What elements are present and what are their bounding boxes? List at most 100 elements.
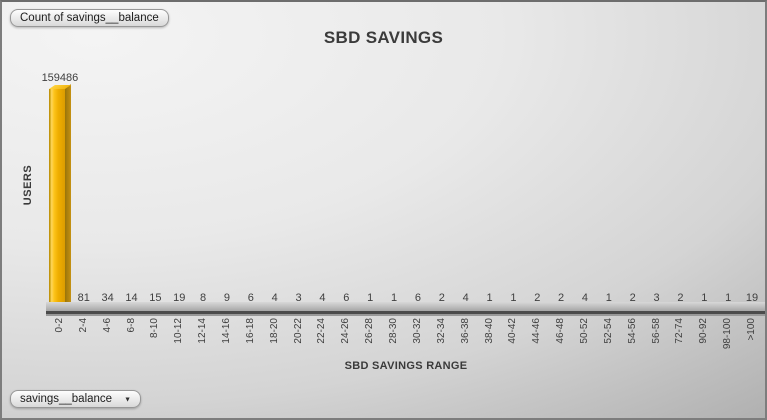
bar-column: 4 [573, 62, 597, 309]
bar-column: 15 [143, 62, 167, 309]
x-tick-label: 0-2 [53, 318, 65, 333]
x-tick-label: 18-20 [268, 318, 280, 344]
x-tick-label: 46-48 [555, 318, 567, 344]
x-tick-label: 20-22 [292, 318, 304, 344]
x-tick-label: 10-12 [173, 318, 185, 344]
x-tick-label: 14-16 [221, 318, 232, 344]
bar[interactable] [48, 83, 72, 309]
x-axis-line [46, 311, 765, 314]
bar-column: 4 [311, 62, 335, 309]
bar-side-face [64, 84, 71, 309]
x-tick-label: 90-92 [698, 318, 710, 344]
pivot-value-field-button[interactable]: Count of savings__balance [10, 9, 169, 27]
x-tick-label: 16-18 [244, 318, 256, 344]
data-label: 6 [343, 292, 350, 304]
bar-front-face [48, 89, 65, 309]
bar-column: 6 [334, 62, 358, 309]
x-tick-label: 54-56 [626, 318, 638, 344]
data-label: 6 [247, 292, 254, 304]
x-tick-label: 56-58 [650, 318, 662, 344]
data-label: 2 [558, 292, 565, 304]
axis-field-button[interactable]: savings__balance ▼ [10, 390, 142, 408]
x-tick-label: 6-8 [125, 318, 137, 333]
bar-column: 1 [358, 62, 382, 309]
data-label: 1 [486, 292, 493, 304]
data-label: 1 [510, 292, 517, 304]
x-tick-label: 4-6 [101, 318, 113, 333]
x-tick-label: 24-26 [340, 318, 352, 344]
data-label: 1 [367, 292, 374, 304]
bar-column: 1 [597, 62, 621, 309]
data-label: 2 [629, 292, 636, 304]
x-tick-label: 8-10 [149, 318, 161, 339]
x-tick-label: 26-28 [364, 318, 376, 344]
bar-column: 4 [263, 62, 287, 309]
bar-column: 1 [501, 62, 525, 309]
data-label: 4 [271, 292, 278, 304]
x-tick-label: 44-46 [531, 318, 543, 344]
x-tick-label: >100 [746, 318, 758, 341]
bar-column: 34 [96, 62, 120, 309]
x-tick-label: 72-74 [674, 318, 686, 344]
data-label: 2 [534, 292, 541, 304]
data-label: 2 [677, 292, 684, 304]
data-label: 6 [414, 292, 421, 304]
data-label: 19 [745, 291, 759, 304]
bar-column: 1 [692, 62, 716, 309]
dropdown-arrow-icon: ▼ [124, 396, 132, 403]
data-label: 19 [173, 291, 186, 304]
data-label: 9 [223, 292, 231, 304]
x-tick-label: 22-24 [316, 318, 328, 344]
bar-column: 9 [215, 62, 239, 309]
data-label: 159486 [41, 72, 79, 84]
data-label: 1 [605, 292, 612, 304]
x-axis-tick-labels: 0-2 2-4 4-6 6-8 8-10 10-12 12-14 14-16 16-18 18-2… [48, 318, 764, 364]
bar-column: 2 [430, 62, 454, 309]
bar-column: 2 [549, 62, 573, 309]
bar-column: 19 [740, 62, 764, 309]
data-label: 14 [125, 291, 138, 304]
bar-column: 81 [72, 62, 96, 309]
bar-column: 1 [382, 62, 406, 309]
x-tick-label: 30-32 [411, 318, 423, 344]
plot-area: 159486 81 34 14 15 19 8 9 6 4 3 4 6 1 1 6 2 4 1 1 2 2 4 1 2 3 2 1 1 1… [42, 62, 764, 309]
bar-column: 14 [120, 62, 144, 309]
x-tick-label: 38-40 [483, 318, 495, 344]
data-label: 1 [725, 292, 732, 304]
bar-column: 3 [645, 62, 669, 309]
data-label: 3 [653, 292, 660, 304]
chart-floor [46, 302, 765, 311]
x-tick-label: 98-100 [722, 318, 734, 350]
data-label: 4 [581, 292, 589, 304]
x-tick-label: 2-4 [77, 318, 89, 333]
data-label: 15 [149, 291, 162, 304]
bar-column: 1 [716, 62, 740, 309]
data-label: 3 [295, 292, 302, 304]
data-label: 8 [200, 292, 207, 304]
x-tick-label: 28-30 [388, 318, 400, 344]
x-tick-label: 52-54 [602, 318, 614, 344]
x-tick-label: 40-42 [507, 318, 519, 344]
x-axis-title: SBD SAVINGS RANGE [344, 360, 468, 372]
pivot-value-field-label: Count of savings__balance [20, 12, 159, 24]
bar-column: 6 [406, 62, 430, 309]
data-label: 2 [438, 292, 445, 304]
data-label: 1 [390, 292, 398, 304]
chart-title: SBD SAVINGS [323, 28, 444, 47]
bar-column: 159486 [42, 62, 78, 309]
x-tick-label: 50-52 [579, 318, 590, 344]
bar-column: 2 [669, 62, 693, 309]
bar-column: 1 [478, 62, 502, 309]
data-label: 4 [462, 292, 469, 304]
bar-column: 2 [525, 62, 549, 309]
data-label: 4 [319, 292, 326, 304]
bar-column: 3 [287, 62, 311, 309]
data-label: 34 [101, 291, 114, 304]
bar-column: 6 [239, 62, 263, 309]
x-axis-shadow [46, 314, 765, 316]
bar-column: 4 [454, 62, 478, 309]
bar-column: 2 [621, 62, 645, 309]
y-axis-title: USERS [22, 164, 34, 206]
axis-field-label: savings__balance [20, 393, 113, 405]
